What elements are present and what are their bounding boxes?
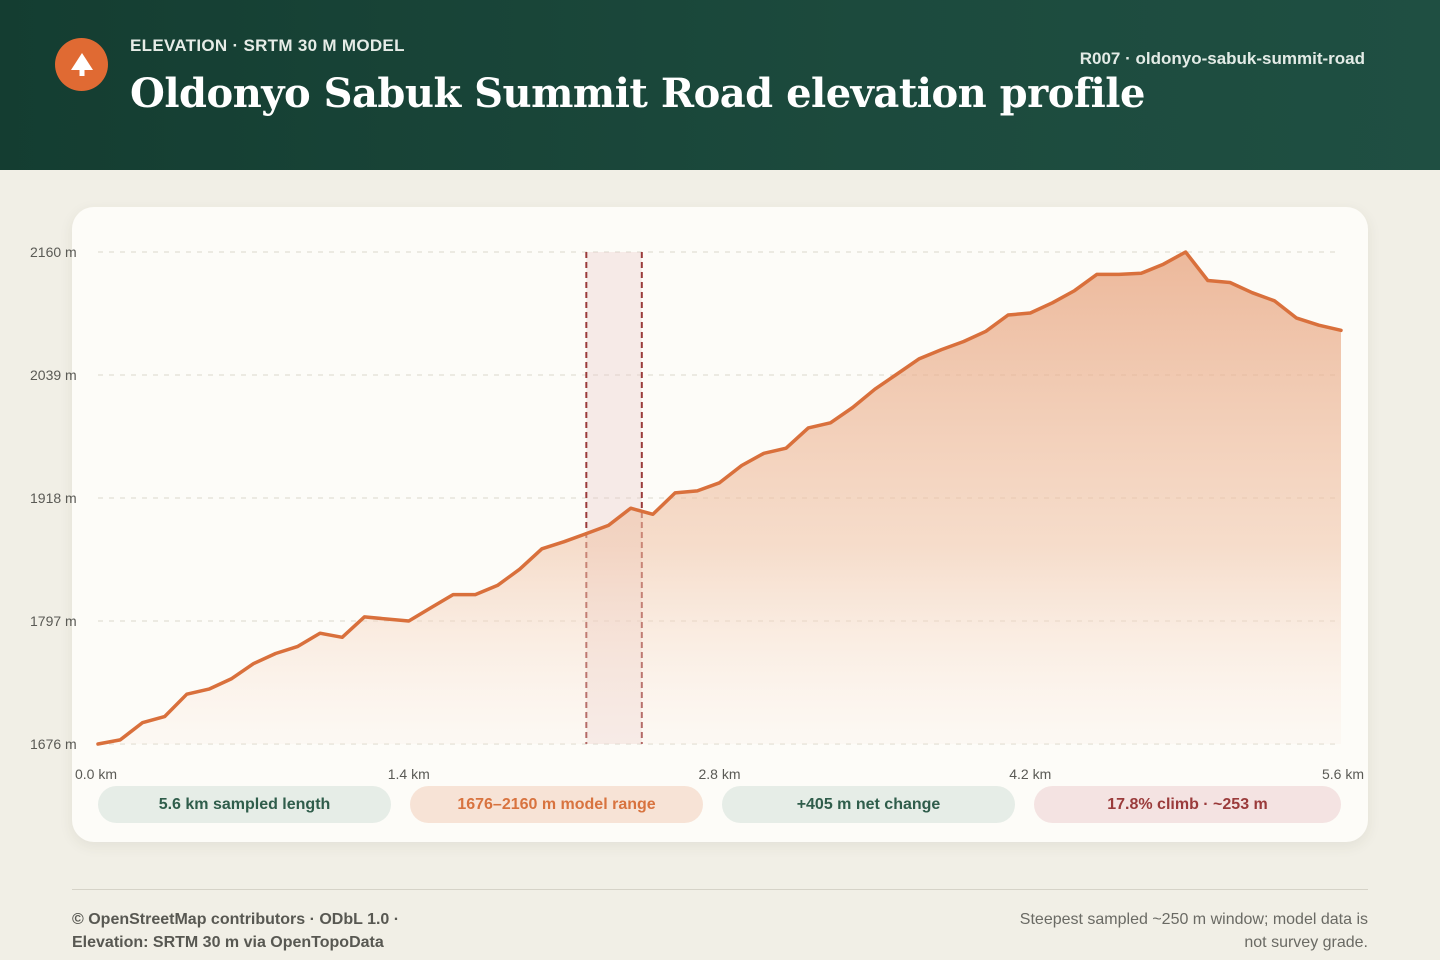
footer-divider: [72, 889, 1368, 890]
x-tick-label: 0.0 km: [75, 766, 117, 782]
data-note-line1: Steepest sampled ~250 m window; model da…: [1019, 911, 1368, 928]
attribution: © OpenStreetMap contributors · ODbL 1.0 …: [72, 908, 399, 954]
logo-badge: [55, 38, 108, 91]
elevation-area: [98, 252, 1341, 744]
attribution-line2: Elevation: SRTM 30 m via OpenTopoData: [72, 934, 384, 951]
elevation-line: [96, 250, 1343, 746]
elevation-chart: 2160 m 2039 m 1918 m 1797 m 1676 m 0.0 km 1.4…: [30, 244, 1364, 782]
page-title: Oldonyo Sabuk Summit Road elevation prof…: [130, 70, 1145, 117]
y-tick-label: 1797 m: [30, 613, 77, 629]
x-tick-label: 1.4 km: [388, 766, 430, 782]
stat-range: 1676–2160 m model range: [410, 786, 703, 823]
y-tick-label: 2039 m: [30, 367, 77, 383]
tree-icon: [70, 52, 93, 76]
x-tick-label: 4.2 km: [1009, 766, 1051, 782]
y-tick-label: 1676 m: [30, 736, 77, 752]
stat-net-change: +405 m net change: [722, 786, 1015, 823]
x-tick-label: 2.8 km: [698, 766, 740, 782]
data-note-line2: not survey grade.: [1244, 934, 1368, 951]
data-note: Steepest sampled ~250 m window; model da…: [948, 908, 1368, 954]
header: ELEVATION · SRTM 30 M MODEL Oldonyo Sabu…: [0, 0, 1440, 170]
header-kicker: ELEVATION · SRTM 30 M MODEL: [130, 36, 405, 55]
y-tick-label: 1918 m: [30, 490, 77, 506]
route-id: R007 · oldonyo-sabuk-summit-road: [1079, 49, 1365, 68]
y-tick-label: 2160 m: [30, 244, 77, 260]
x-tick-label: 5.6 km: [1322, 766, 1364, 782]
stat-climb: 17.8% climb · ~253 m: [1034, 786, 1341, 823]
stat-length: 5.6 km sampled length: [98, 786, 391, 823]
attribution-line1: © OpenStreetMap contributors · ODbL 1.0 …: [72, 911, 400, 928]
